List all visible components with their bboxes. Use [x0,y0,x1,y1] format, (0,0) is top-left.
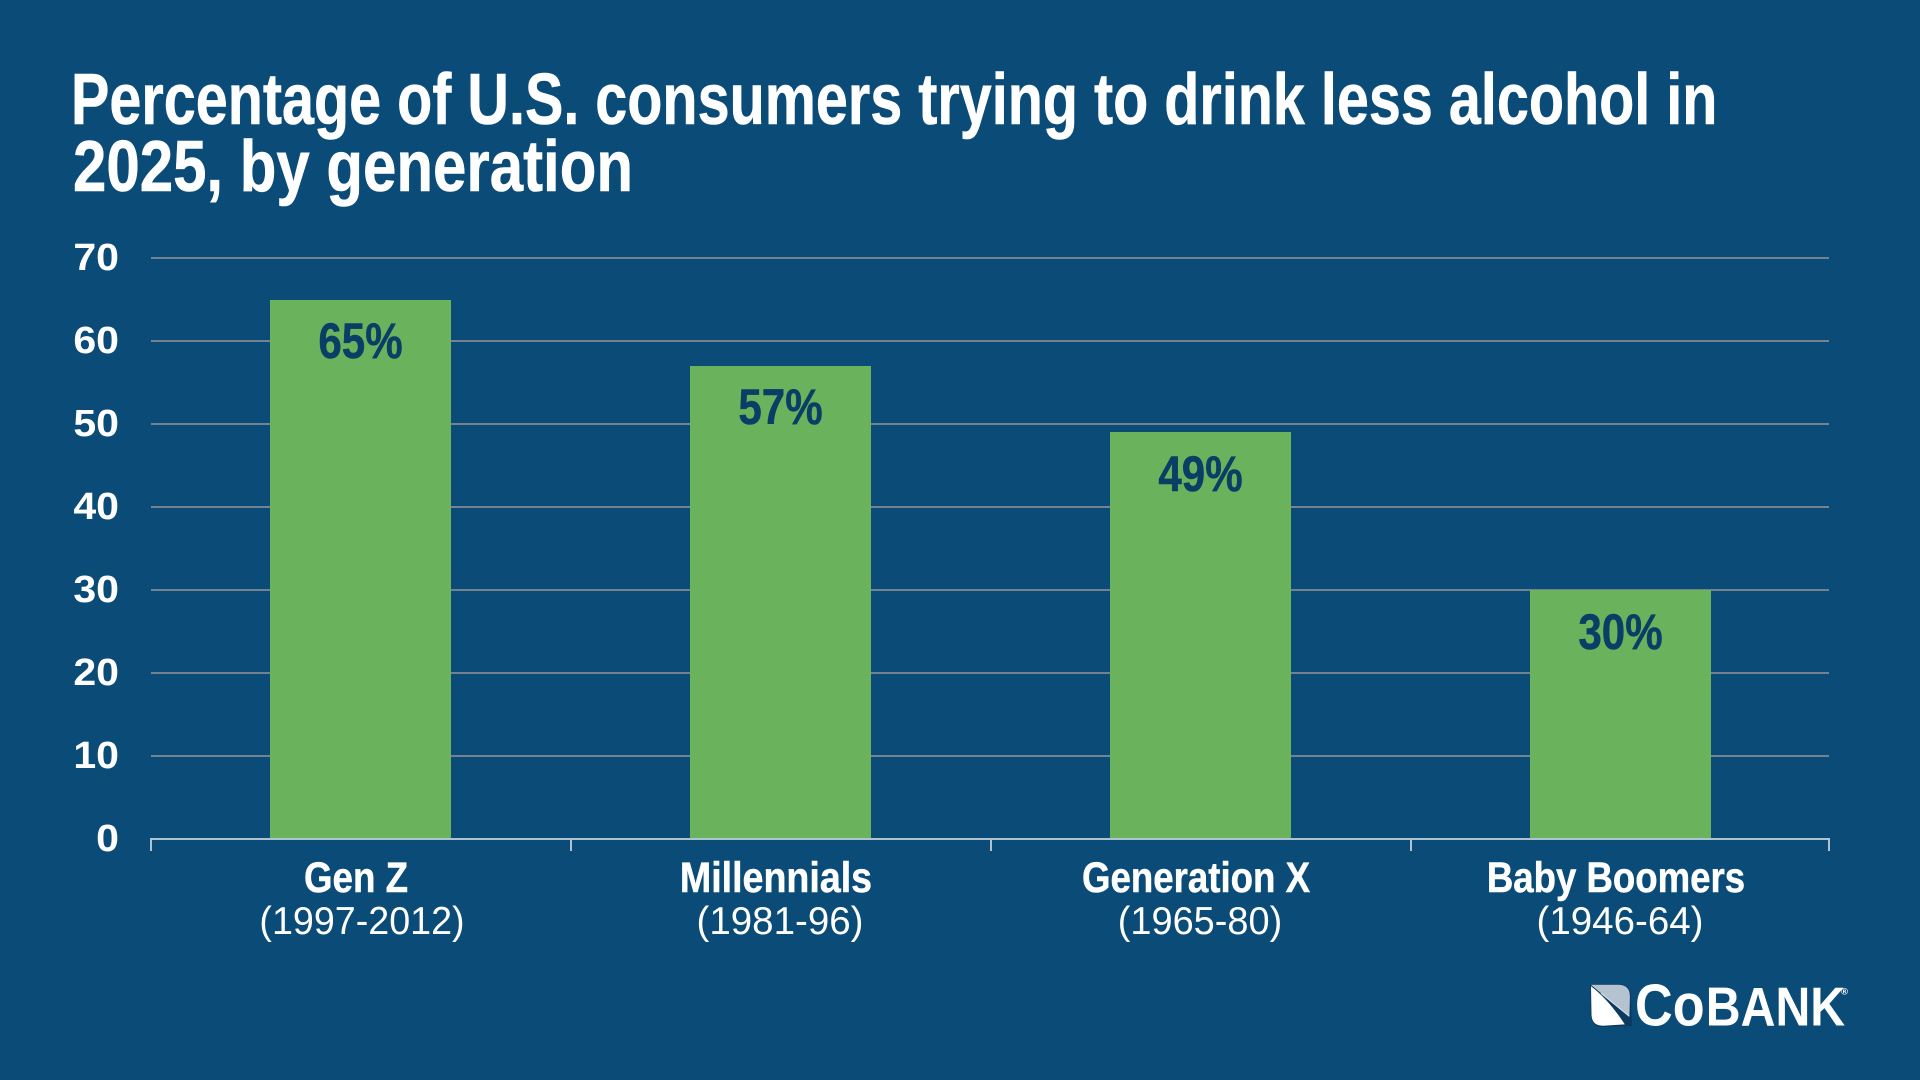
svg-text:®: ® [1841,987,1848,998]
svg-text:Co: Co [1635,984,1705,1038]
svg-text:BANK: BANK [1706,984,1845,1037]
